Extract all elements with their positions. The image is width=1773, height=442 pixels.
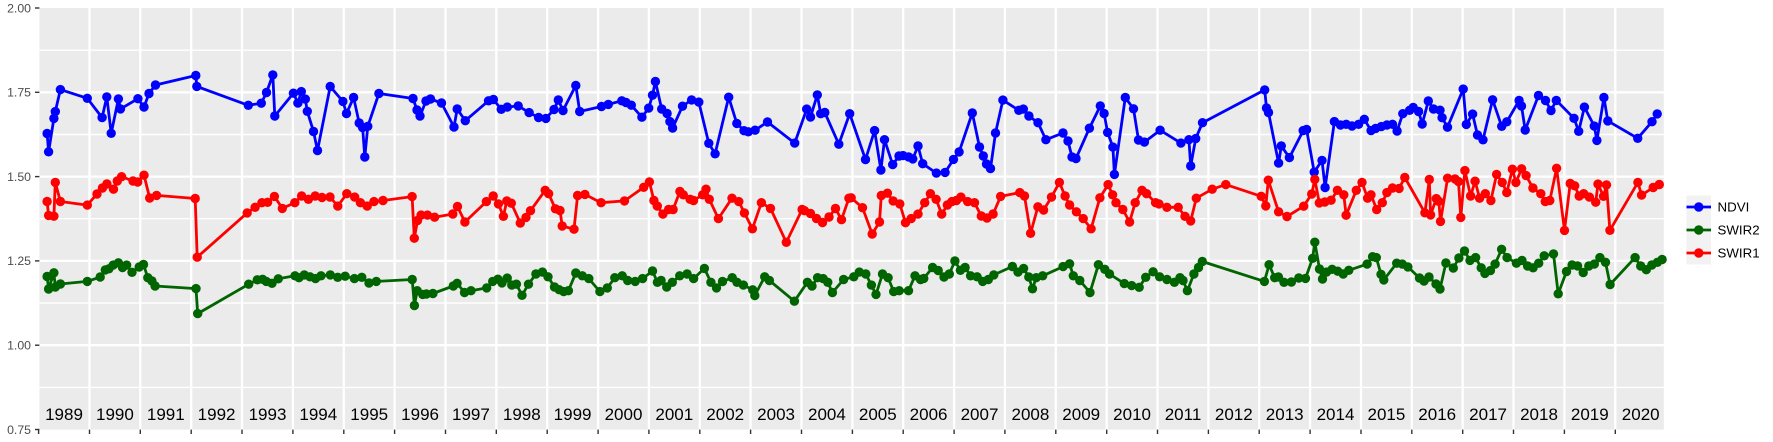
svg-text:1.25: 1.25 <box>7 254 31 268</box>
svg-text:1997: 1997 <box>452 405 490 424</box>
svg-text:1.00: 1.00 <box>7 339 31 353</box>
svg-text:1995: 1995 <box>350 405 388 424</box>
svg-text:2002: 2002 <box>706 405 744 424</box>
svg-text:2006: 2006 <box>910 405 948 424</box>
svg-text:1993: 1993 <box>249 405 287 424</box>
svg-text:2005: 2005 <box>859 405 897 424</box>
svg-text:2007: 2007 <box>961 405 999 424</box>
svg-text:2000: 2000 <box>605 405 643 424</box>
svg-text:1991: 1991 <box>147 405 185 424</box>
svg-text:2008: 2008 <box>1011 405 1049 424</box>
svg-text:1998: 1998 <box>503 405 541 424</box>
svg-text:1999: 1999 <box>554 405 592 424</box>
svg-text:2009: 2009 <box>1062 405 1100 424</box>
svg-text:1992: 1992 <box>198 405 236 424</box>
svg-text:2001: 2001 <box>655 405 693 424</box>
svg-text:2010: 2010 <box>1113 405 1151 424</box>
svg-text:1994: 1994 <box>299 405 337 424</box>
svg-text:2019: 2019 <box>1571 405 1609 424</box>
svg-text:2011: 2011 <box>1165 405 1202 424</box>
svg-text:NDVI: NDVI <box>1718 200 1750 215</box>
svg-text:1990: 1990 <box>96 405 134 424</box>
svg-text:2014: 2014 <box>1317 405 1355 424</box>
svg-text:2013: 2013 <box>1266 405 1304 424</box>
svg-text:1996: 1996 <box>401 405 439 424</box>
svg-text:2.00: 2.00 <box>7 1 31 15</box>
svg-text:2003: 2003 <box>757 405 795 424</box>
svg-text:2017: 2017 <box>1469 405 1507 424</box>
svg-text:1.75: 1.75 <box>7 86 31 100</box>
svg-text:2012: 2012 <box>1215 405 1253 424</box>
svg-text:2016: 2016 <box>1418 405 1456 424</box>
svg-text:SWIR2: SWIR2 <box>1718 223 1760 238</box>
svg-text:2018: 2018 <box>1520 405 1558 424</box>
svg-text:0.75: 0.75 <box>7 423 31 437</box>
svg-text:2015: 2015 <box>1367 405 1405 424</box>
svg-text:1989: 1989 <box>45 405 83 424</box>
svg-text:1.50: 1.50 <box>7 170 31 184</box>
svg-text:SWIR1: SWIR1 <box>1718 246 1760 261</box>
svg-text:2020: 2020 <box>1622 405 1660 424</box>
svg-text:2004: 2004 <box>808 405 846 424</box>
